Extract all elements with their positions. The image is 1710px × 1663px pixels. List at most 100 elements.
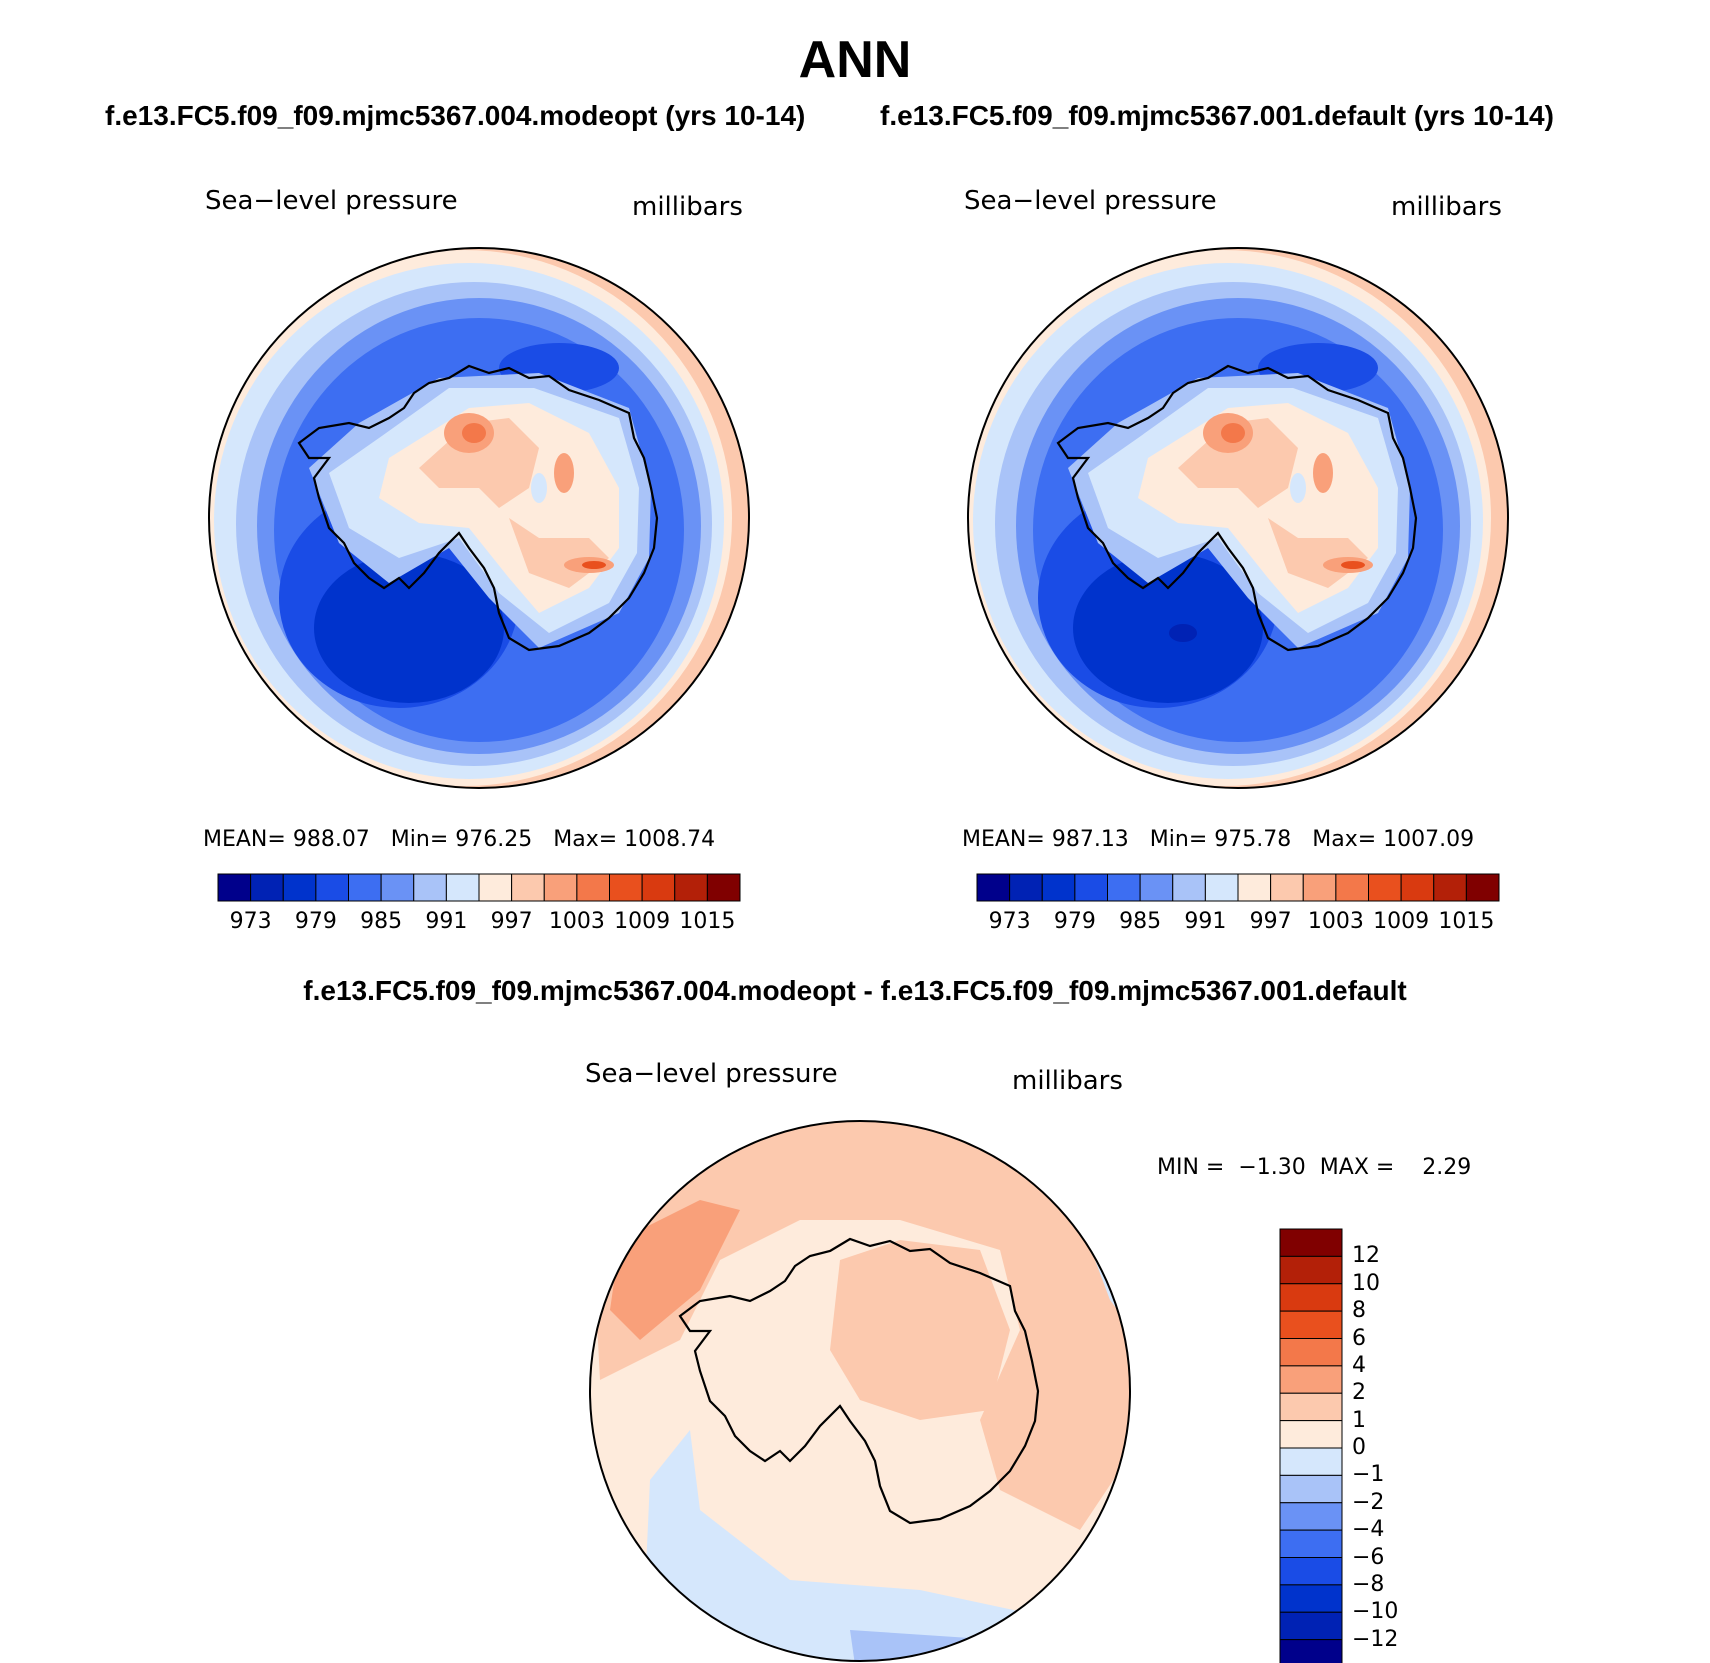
colorbar-swatch bbox=[1279, 1474, 1343, 1504]
mean-value: 987.13 bbox=[1051, 827, 1129, 852]
mean-label: MEAN= bbox=[203, 827, 286, 852]
panel2-variable: Sea−level pressure bbox=[964, 186, 1217, 216]
colorbar-swatch bbox=[1279, 1420, 1343, 1449]
colorbar-tick-label: 997 bbox=[490, 909, 533, 934]
colorbar-swatch bbox=[1107, 873, 1141, 902]
colorbar-swatch bbox=[1270, 873, 1304, 902]
colorbar-tick-label: 1003 bbox=[548, 909, 605, 934]
panel2-units: millibars bbox=[1391, 192, 1502, 222]
main-title: ANN bbox=[798, 31, 912, 89]
colorbar-swatch bbox=[1204, 873, 1239, 902]
colorbar-tick-label: 1003 bbox=[1307, 909, 1364, 934]
min-value: 975.78 bbox=[1214, 827, 1292, 852]
max-value: 1007.09 bbox=[1383, 827, 1475, 852]
colorbar-swatch bbox=[1279, 1529, 1343, 1558]
colorbar-swatch bbox=[282, 873, 317, 902]
colorbar-swatch bbox=[1433, 873, 1467, 902]
colorbar-tick-label: 12 bbox=[1352, 1243, 1380, 1269]
colorbar-tick-label: 973 bbox=[988, 909, 1031, 934]
colorbar-swatch bbox=[1302, 873, 1337, 902]
colorbar-tick-label: −8 bbox=[1352, 1571, 1385, 1597]
panel2-stats: MEAN= 987.13 Min= 975.78 Max= 1007.09 bbox=[962, 827, 1474, 852]
colorbar-swatch bbox=[1074, 873, 1108, 902]
colorbar-tick-label: 1009 bbox=[614, 909, 671, 934]
colorbar-1 bbox=[217, 873, 741, 902]
colorbar-tick-label: 991 bbox=[425, 909, 468, 934]
colorbar-tick-label: 985 bbox=[1119, 909, 1162, 934]
colorbar-swatch bbox=[413, 873, 447, 902]
colorbar-tick-label: −12 bbox=[1352, 1626, 1399, 1652]
panel3-variable: Sea−level pressure bbox=[585, 1059, 838, 1089]
colorbar-swatch bbox=[1368, 873, 1402, 902]
colorbar-swatch bbox=[1279, 1392, 1343, 1422]
colorbar-tick-label: 2 bbox=[1352, 1380, 1366, 1406]
colorbar-swatch bbox=[641, 873, 676, 902]
colorbar-tick-label: 6 bbox=[1352, 1325, 1366, 1351]
colorbar-swatch bbox=[976, 873, 1011, 902]
colorbar-tick-label: 8 bbox=[1352, 1298, 1366, 1324]
colorbar-swatch bbox=[1139, 873, 1174, 902]
colorbar-swatch bbox=[250, 873, 284, 902]
colorbar-tick-label: −2 bbox=[1352, 1489, 1385, 1515]
map-2-border bbox=[967, 247, 1509, 789]
colorbar-swatch bbox=[1279, 1639, 1343, 1663]
panel1-variable: Sea−level pressure bbox=[205, 186, 458, 216]
map-panel-3 bbox=[590, 1121, 1130, 1661]
colorbar-tick-label: 1015 bbox=[1438, 909, 1495, 934]
colorbar-tick-label: 1015 bbox=[679, 909, 736, 934]
mean-label: MEAN= bbox=[962, 827, 1045, 852]
colorbar-swatch bbox=[1237, 873, 1272, 902]
panel1-units: millibars bbox=[632, 192, 743, 222]
colorbar-swatch bbox=[706, 873, 741, 902]
colorbar-swatch bbox=[1279, 1310, 1343, 1339]
case-title-right: f.e13.FC5.f09_f09.mjmc5367.001.default (… bbox=[880, 100, 1554, 131]
colorbar-swatch bbox=[1400, 873, 1435, 902]
colorbar-2 bbox=[976, 873, 1500, 902]
colorbar-swatch bbox=[1279, 1611, 1343, 1641]
colorbar-swatch bbox=[445, 873, 480, 902]
colorbar-tick-label: 979 bbox=[1053, 909, 1096, 934]
colorbar-tick-label: 979 bbox=[294, 909, 337, 934]
colorbar-tick-label: −10 bbox=[1352, 1599, 1399, 1625]
colorbar-swatch bbox=[609, 873, 643, 902]
colorbar-swatch bbox=[1279, 1283, 1343, 1312]
min-label: MIN = bbox=[1157, 1155, 1225, 1180]
colorbar-swatch bbox=[217, 873, 252, 902]
colorbar-swatch bbox=[348, 873, 382, 902]
colorbar-swatch bbox=[1279, 1557, 1343, 1586]
colorbar-swatch bbox=[543, 873, 578, 902]
colorbar-swatch bbox=[1279, 1338, 1343, 1367]
colorbar-tick-label: 0 bbox=[1352, 1435, 1366, 1460]
min-label: Min= bbox=[1149, 827, 1208, 852]
case-title-left: f.e13.FC5.f09_f09.mjmc5367.004.modeopt (… bbox=[105, 100, 806, 131]
colorbar-swatch bbox=[1009, 873, 1043, 902]
colorbar-swatch bbox=[1172, 873, 1206, 902]
max-value: 1008.74 bbox=[624, 827, 716, 852]
colorbar-swatch bbox=[576, 873, 610, 902]
map-panel-2 bbox=[968, 248, 1508, 788]
colorbar-tick-label: −1 bbox=[1352, 1462, 1385, 1488]
max-label: MAX = bbox=[1319, 1155, 1395, 1180]
map-1-border bbox=[208, 247, 750, 789]
colorbar-swatch bbox=[1279, 1255, 1343, 1285]
colorbar-swatch bbox=[1279, 1365, 1343, 1394]
colorbar-tick-label: 1 bbox=[1352, 1407, 1366, 1433]
colorbar-tick-label: 997 bbox=[1249, 909, 1292, 934]
map-3-border bbox=[589, 1120, 1131, 1662]
colorbar-swatch bbox=[380, 873, 415, 902]
colorbar-tick-label: 985 bbox=[360, 909, 403, 934]
colorbar-swatch bbox=[511, 873, 545, 902]
max-label: Max= bbox=[1312, 827, 1377, 852]
colorbar-swatch bbox=[1041, 873, 1076, 902]
diff-title: f.e13.FC5.f09_f09.mjmc5367.004.modeopt -… bbox=[303, 975, 1407, 1006]
colorbar-tick-label: −4 bbox=[1352, 1517, 1385, 1543]
colorbar-3 bbox=[1279, 1228, 1343, 1663]
colorbar-tick-label: −6 bbox=[1352, 1544, 1385, 1570]
min-value: 976.25 bbox=[455, 827, 533, 852]
colorbar-tick-label: 10 bbox=[1352, 1270, 1380, 1296]
panel1-stats: MEAN= 988.07 Min= 976.25 Max= 1008.74 bbox=[203, 827, 715, 852]
colorbar-swatch bbox=[1279, 1447, 1343, 1476]
colorbar-tick-label: 973 bbox=[229, 909, 272, 934]
panel3-stats: MIN = −1.30 MAX = 2.29 bbox=[1157, 1155, 1471, 1180]
